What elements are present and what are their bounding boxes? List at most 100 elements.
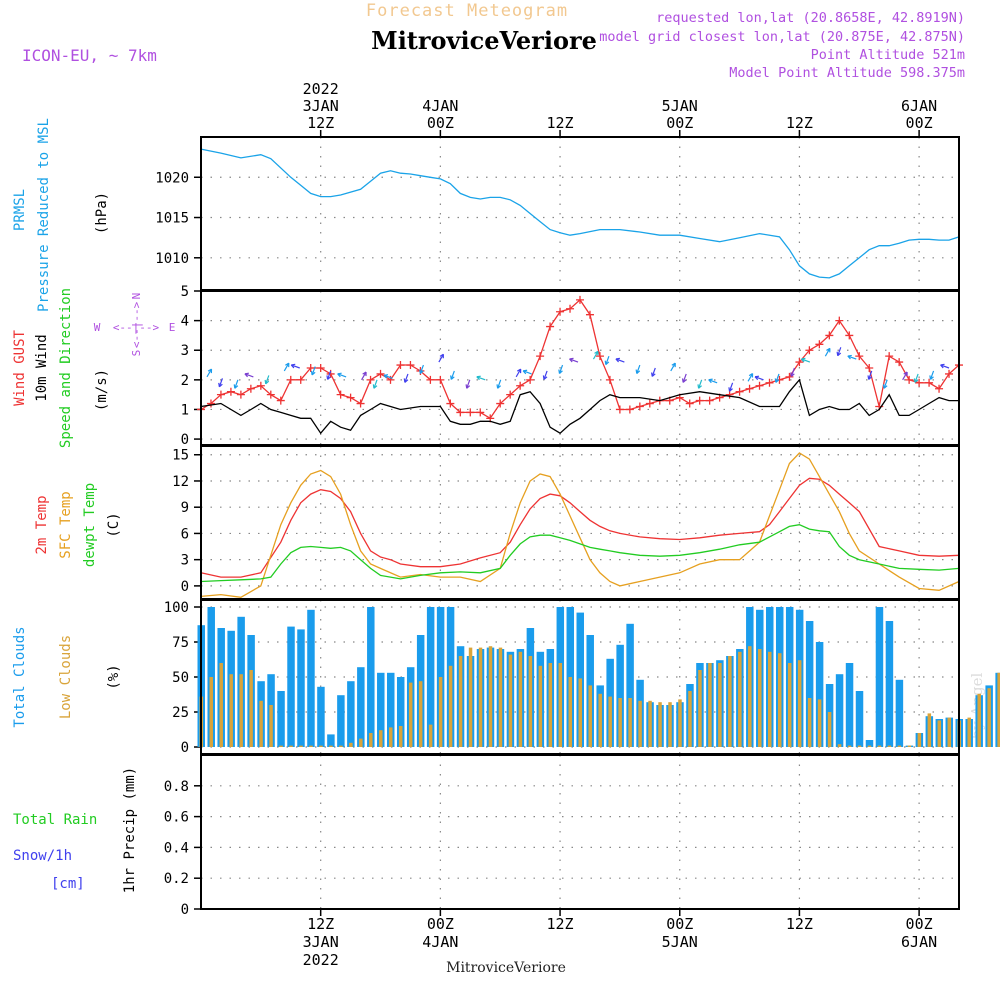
time-label-bottom: 00Z bbox=[906, 915, 933, 933]
ylabel-wind: 10m Wind bbox=[34, 334, 50, 401]
bar-low-clouds bbox=[279, 745, 283, 747]
ytick-label: 6 bbox=[181, 526, 189, 542]
gust-marker bbox=[526, 375, 535, 384]
wind-arrow-head bbox=[465, 384, 471, 389]
wind-direction-arrow bbox=[419, 364, 424, 374]
bar-low-clouds bbox=[438, 677, 443, 747]
gust-marker bbox=[256, 381, 265, 390]
bar-low-clouds bbox=[578, 678, 582, 747]
bar-low-clouds bbox=[508, 654, 513, 747]
wind-direction-arrow bbox=[670, 362, 676, 372]
ytick-label: 0 bbox=[181, 740, 189, 756]
gust-marker bbox=[695, 396, 704, 405]
wind-direction-arrow bbox=[914, 373, 919, 383]
ytick-label: 25 bbox=[172, 705, 189, 721]
panel-wind: 0 1 2 3 4 5 bbox=[181, 284, 963, 448]
bar-total-clouds bbox=[367, 607, 375, 747]
bar-total-clouds bbox=[327, 734, 335, 747]
wind-direction-arrow bbox=[265, 375, 270, 385]
bar-low-clouds bbox=[897, 745, 902, 747]
bar-low-clouds bbox=[698, 670, 702, 747]
wind-direction-arrow bbox=[373, 379, 378, 389]
time-label-bottom: 12Z bbox=[786, 915, 813, 933]
gust-marker bbox=[516, 381, 525, 390]
gust-marker bbox=[595, 352, 604, 361]
wind-direction-arrow bbox=[497, 379, 502, 389]
chart-subtitle: Forecast Meteogram bbox=[366, 1, 568, 21]
gust-marker bbox=[705, 396, 714, 405]
bar-low-clouds bbox=[229, 674, 233, 747]
bar-low-clouds bbox=[488, 646, 493, 747]
bar-low-clouds bbox=[558, 663, 563, 747]
wind-arrow-head bbox=[264, 379, 270, 385]
gust-marker bbox=[236, 390, 245, 399]
time-label-top: 12Z bbox=[786, 114, 813, 132]
ylabel-2m-temp: 2m Temp bbox=[34, 495, 50, 554]
wind-arrow-head bbox=[337, 372, 342, 378]
gust-marker bbox=[376, 369, 385, 378]
gust-marker bbox=[286, 375, 295, 384]
gust-marker bbox=[945, 369, 954, 378]
wind-direction-arrow bbox=[206, 368, 213, 378]
bar-low-clouds bbox=[209, 677, 213, 747]
ylabel-gust: Wind GUST bbox=[12, 330, 28, 406]
bar-low-clouds bbox=[738, 651, 742, 747]
gust-marker bbox=[915, 378, 924, 387]
ytick-label: 4 bbox=[181, 314, 189, 330]
bar-low-clouds bbox=[568, 677, 573, 747]
wind-direction-arrow bbox=[775, 373, 780, 383]
panel-frame bbox=[200, 754, 960, 910]
bar-total-clouds bbox=[895, 679, 904, 747]
gust-marker bbox=[785, 372, 794, 381]
wind-direction-arrow bbox=[466, 379, 471, 389]
bar-total-clouds bbox=[387, 672, 395, 747]
wind-arrow-head bbox=[708, 378, 713, 384]
bar-low-clouds bbox=[299, 745, 303, 747]
wind-arrow-head bbox=[929, 375, 934, 380]
bar-low-clouds bbox=[478, 647, 483, 747]
wind-direction-arrow bbox=[837, 347, 842, 356]
wind-direction-arrow bbox=[651, 367, 656, 377]
bar-low-clouds bbox=[817, 699, 822, 747]
compass-north: N bbox=[130, 293, 143, 300]
wind-arrow-head bbox=[748, 373, 754, 378]
unit-pressure: (hPa) bbox=[94, 192, 110, 234]
bar-low-clouds bbox=[977, 693, 981, 747]
wind-arrow-head bbox=[681, 378, 687, 383]
bar-low-clouds bbox=[768, 651, 772, 747]
bar-low-clouds bbox=[847, 745, 852, 747]
bar-low-clouds bbox=[758, 649, 762, 747]
gust-marker bbox=[506, 390, 515, 399]
wind-arrow-head bbox=[310, 370, 316, 376]
wind-direction-arrow bbox=[708, 379, 718, 384]
compass-south: S bbox=[130, 350, 143, 357]
wind-arrow-head bbox=[800, 357, 806, 363]
bar-low-clouds bbox=[658, 702, 662, 747]
wind-arrow-head bbox=[558, 369, 563, 374]
bar-low-clouds bbox=[987, 688, 991, 747]
ytick-label: 0.2 bbox=[164, 871, 189, 887]
bar-low-clouds bbox=[359, 738, 363, 747]
wind-arrow-head bbox=[697, 384, 702, 389]
wind-direction-arrow bbox=[883, 379, 888, 389]
bar-total-clouds bbox=[277, 691, 285, 747]
wind-arrow-head bbox=[383, 374, 389, 379]
wind-arrow-head bbox=[604, 360, 610, 366]
bar-low-clouds bbox=[688, 691, 692, 747]
bar-low-clouds bbox=[718, 663, 722, 747]
bar-low-clouds bbox=[379, 730, 383, 747]
time-label-bottom: 5JAN bbox=[662, 933, 698, 951]
wind-direction-arrow bbox=[605, 355, 610, 365]
bar-low-clouds bbox=[269, 705, 273, 747]
bar-low-clouds bbox=[249, 670, 253, 747]
ylabel-pressure: Pressure Reduced to MSL bbox=[36, 118, 52, 312]
gust-marker bbox=[466, 408, 475, 417]
gust-marker bbox=[226, 387, 235, 396]
wind-arrow-head bbox=[285, 362, 290, 368]
bar-total-clouds bbox=[297, 629, 305, 747]
gust-marker bbox=[765, 378, 774, 387]
bar-low-clouds bbox=[728, 656, 732, 747]
wind-direction-arrow bbox=[847, 355, 857, 360]
wind-arrow-head bbox=[615, 357, 620, 363]
gust-marker bbox=[536, 352, 545, 361]
